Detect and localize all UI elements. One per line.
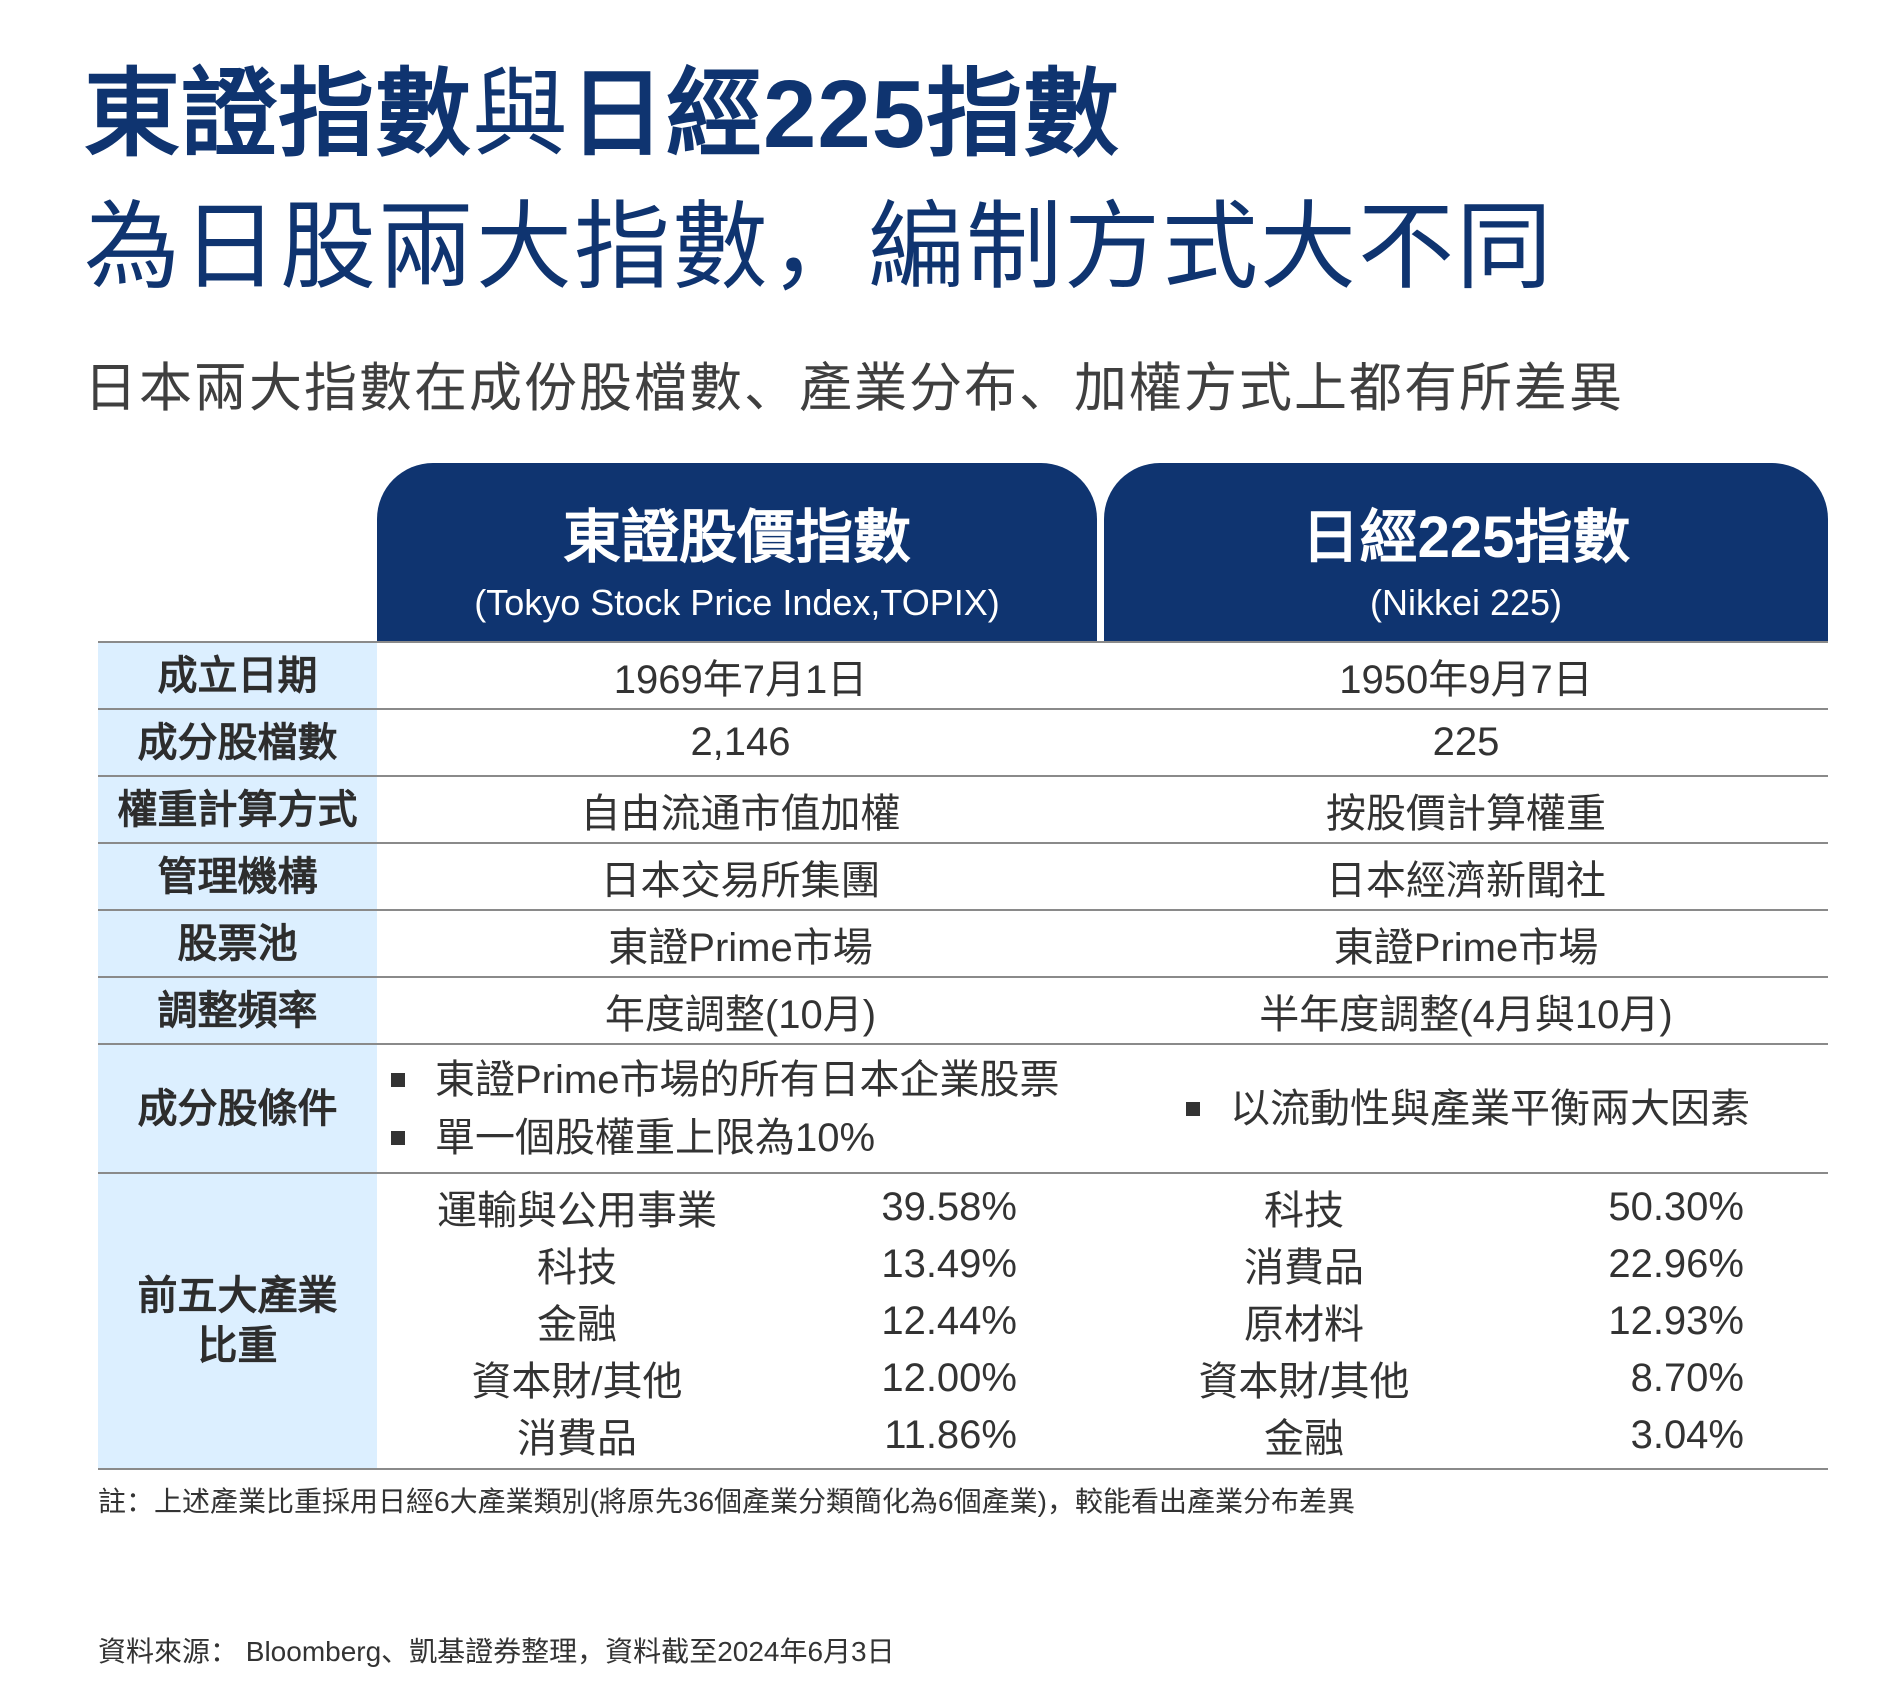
footnote: 註：上述產業比重採用日經6大產業類別(將原先36個產業分類簡化為6個產業)，較能… [98, 1486, 1355, 1517]
industry-row: 運輸與公用事業 39.58% [437, 1184, 1017, 1234]
source-note: 資料來源： Bloomberg、凱基證券整理，資料截至2024年6月3日 [98, 1636, 895, 1667]
topix-industries: 運輸與公用事業 39.58% 科技 13.49% 金融 12.44% 資本財/其他 12… [377, 1174, 1104, 1468]
industry-row: 科技 50.30% [1264, 1184, 1744, 1234]
page-title-line1: 東證指數與日經225指數 [84, 62, 1120, 168]
industry-row: 原材料 12.93% [1244, 1298, 1744, 1348]
bullet-item: 東證Prime市場的所有日本企業股票 [387, 1051, 1059, 1109]
table-row: 調整頻率 年度調整(10月) 半年度調整(4月與10月) [98, 978, 1828, 1045]
nikkei-conditions: 以流動性與產業平衡兩大因素 [1104, 1045, 1828, 1172]
table-row: 股票池 東證Prime市場 東證Prime市場 [98, 911, 1828, 978]
comparison-table: 成立日期 1969年7月1日 1950年9月7日 成分股檔數 2,146 225… [98, 641, 1828, 1470]
nikkei-value: 日本經濟新聞社 [1326, 858, 1606, 903]
row-label: 成立日期 [98, 643, 377, 708]
nikkei-value: 東證Prime市場 [1333, 925, 1599, 970]
topix-value: 東證Prime市場 [608, 925, 873, 970]
industry-row: 消費品 22.96% [1244, 1241, 1744, 1291]
industry-row: 資本財/其他 12.00% [471, 1355, 1017, 1405]
nikkei-value: 按股價計算權重 [1326, 791, 1606, 836]
bullet-square-icon [391, 1072, 405, 1087]
bullet-square-icon [1186, 1101, 1200, 1116]
table-row: 管理機構 日本交易所集團 日本經濟新聞社 [98, 844, 1828, 911]
nikkei-industries: 科技 50.30% 消費品 22.96% 原材料 12.93% 資本財/其他 8.70%… [1104, 1174, 1828, 1468]
topix-value: 1969年7月1日 [613, 657, 868, 702]
table-row: 成立日期 1969年7月1日 1950年9月7日 [98, 641, 1828, 710]
row-label: 調整頻率 [98, 978, 377, 1043]
column-header-sub: (Tokyo Stock Price Index,TOPIX) [474, 581, 1000, 623]
row-label: 管理機構 [98, 844, 377, 909]
column-header-nikkei: 日經225指數 (Nikkei 225) [1104, 463, 1828, 641]
industry-row: 金融 3.04% [1264, 1412, 1744, 1462]
bullet-item: 以流動性與產業平衡兩大因素 [1182, 1080, 1750, 1138]
topix-value: 2,146 [690, 720, 791, 764]
row-label: 權重計算方式 [98, 777, 377, 842]
topix-value: 日本交易所集團 [600, 858, 881, 903]
bullet-item: 單一個股權重上限為10% [387, 1109, 875, 1167]
topix-value: 自由流通市值加權 [580, 791, 901, 836]
row-label: 前五大產業 比重 [98, 1174, 377, 1468]
table-row: 成分股檔數 2,146 225 [98, 710, 1828, 777]
row-label: 成分股檔數 [98, 710, 377, 775]
industry-row: 金融 12.44% [537, 1298, 1017, 1348]
column-header-name: 東證股價指數 [562, 505, 911, 570]
page-title-line2: 為日股兩大指數，編制方式大不同 [84, 194, 1554, 301]
title-topix: 東證指數 [84, 61, 472, 168]
row-label: 股票池 [98, 911, 377, 976]
table-row: 權重計算方式 自由流通市值加權 按股價計算權重 [98, 777, 1828, 844]
column-header-topix: 東證股價指數 (Tokyo Stock Price Index,TOPIX) [377, 463, 1097, 641]
column-header-sub: (Nikkei 225) [1369, 581, 1563, 623]
nikkei-value: 225 [1432, 720, 1500, 764]
table-row-conditions: 成分股條件 東證Prime市場的所有日本企業股票 單一個股權重上限為10% 以流… [98, 1045, 1828, 1174]
row-label: 成分股條件 [98, 1045, 377, 1172]
bullet-square-icon [391, 1130, 405, 1145]
industry-row: 科技 13.49% [537, 1241, 1017, 1291]
table-row-industries: 前五大產業 比重 運輸與公用事業 39.58% 科技 13.49% 金融 12.44% … [98, 1174, 1828, 1470]
title-and: 與 [472, 61, 569, 168]
industry-row: 消費品 11.86% [517, 1412, 1017, 1462]
nikkei-value: 半年度調整(4月與10月) [1259, 992, 1673, 1037]
industry-row: 資本財/其他 8.70% [1198, 1355, 1744, 1405]
title-nikkei: 日經225指數 [569, 61, 1121, 168]
column-header-name: 日經225指數 [1301, 505, 1631, 570]
page-subtitle: 日本兩大指數在成份股檔數、產業分布、加權方式上都有所差異 [84, 359, 1624, 418]
topix-value: 年度調整(10月) [604, 992, 877, 1037]
topix-conditions: 東證Prime市場的所有日本企業股票 單一個股權重上限為10% [377, 1045, 1104, 1172]
nikkei-value: 1950年9月7日 [1339, 657, 1593, 702]
